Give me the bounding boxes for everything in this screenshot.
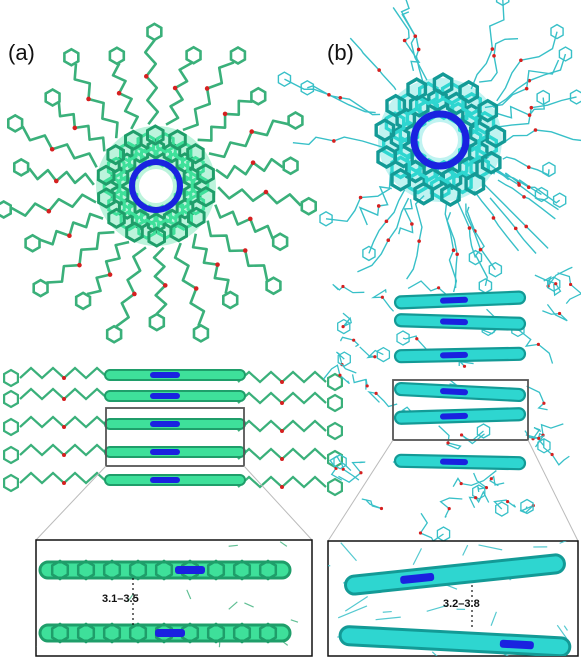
panel-a-highlight-box bbox=[105, 407, 245, 467]
panel-a bbox=[0, 22, 343, 657]
panel-a-side-stack bbox=[104, 369, 246, 486]
panel-b-inset bbox=[327, 540, 579, 657]
panel-a-inset bbox=[35, 539, 313, 657]
panel-a-side-chains bbox=[2, 366, 343, 497]
panel-a-top-ring-core bbox=[96, 124, 216, 248]
panel-b-side-stack bbox=[393, 290, 527, 471]
panel-a-zoom-line-left bbox=[35, 465, 107, 541]
panel-a-distance-label: 3.1–3.5 bbox=[102, 593, 139, 605]
panel-b-zoom-line-left bbox=[327, 439, 394, 542]
panel-b-zoom-line-right bbox=[527, 439, 579, 542]
panel-b-distance-label: 3.2–3.8 bbox=[443, 598, 480, 610]
panel-b-label: (b) bbox=[327, 40, 354, 65]
panel-b bbox=[277, 0, 581, 657]
panel-b-side-chains bbox=[322, 266, 581, 542]
panel-a-top-side-chains bbox=[0, 22, 317, 344]
panel-b-top-ring-core bbox=[374, 72, 507, 207]
panel-a-label: (a) bbox=[8, 40, 35, 65]
panel-a-zoom-line-right bbox=[243, 465, 313, 541]
panel-b-highlight-box bbox=[392, 379, 529, 441]
panel-b-top-side-chains bbox=[277, 0, 581, 294]
